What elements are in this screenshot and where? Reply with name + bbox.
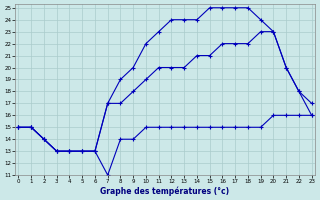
X-axis label: Graphe des températures (°c): Graphe des températures (°c) [100,186,230,196]
